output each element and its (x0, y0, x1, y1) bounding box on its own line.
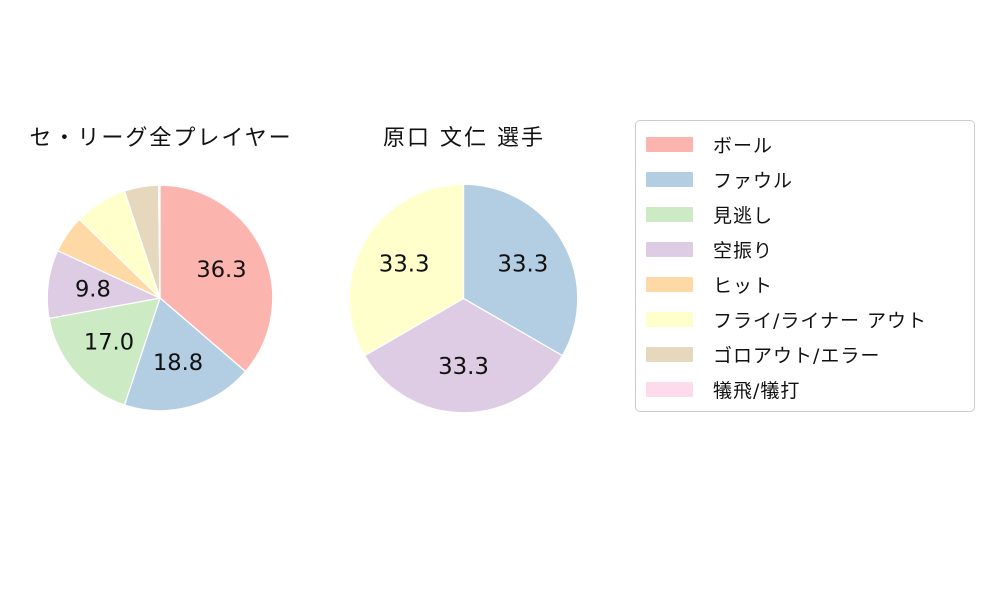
legend-swatch (646, 207, 693, 222)
pie-chart-league-all-players: 36.3 18.8 17.0 9.8 (45, 183, 275, 413)
pie-slice (363, 297, 564, 414)
legend-item: 犠飛/犠打 (646, 372, 974, 407)
legend-swatch (646, 347, 693, 362)
pie-percent-label: 33.3 (497, 251, 548, 277)
pie-slice (123, 297, 247, 412)
right-pie-title: 原口 文仁 選手 (383, 126, 545, 151)
pie-svg-player: 33.3 33.3 33.3 (348, 183, 579, 414)
pie-percent-label: 9.8 (75, 277, 111, 303)
pie-percent-label: 36.3 (196, 257, 246, 283)
left-pie-title: セ・リーグ全プレイヤー (29, 126, 293, 151)
legend-item: ヒット (646, 267, 974, 302)
legend-label: ヒット (713, 275, 774, 297)
pie-slice (157, 184, 161, 299)
pie-percent-label: 18.8 (153, 350, 203, 376)
legend-label: 空振り (713, 240, 774, 262)
legend-swatch (646, 382, 693, 397)
pie-slice (48, 297, 161, 406)
legend-label: フライ/ライナー アウト (713, 310, 928, 332)
pie-percent-label: 33.3 (438, 354, 489, 380)
pie-slice (159, 184, 274, 373)
pie-chart-player-haraguchi: 33.3 33.3 33.3 (347, 182, 580, 415)
legend-item: 空振り (646, 232, 974, 267)
legend-item: ボール (646, 127, 974, 162)
legend-item: 見逃し (646, 197, 974, 232)
legend-label: ボール (713, 135, 774, 157)
legend-label: 見逃し (713, 205, 774, 227)
legend-swatch (646, 277, 693, 292)
legend-item: ゴロアウト/エラー (646, 337, 974, 372)
legend-swatch (646, 242, 693, 257)
legend-item: フライ/ライナー アウト (646, 302, 974, 337)
pie-slice (348, 183, 465, 357)
legend-item: ファウル (646, 162, 974, 197)
legend-swatch (646, 312, 693, 327)
legend: ボールファウル見逃し空振りヒットフライ/ライナー アウト ゴロアウト/エラー 犠飛/… (635, 120, 975, 412)
pie-percent-label: 33.3 (379, 251, 430, 277)
pie-percent-label: 17.0 (84, 329, 134, 355)
legend-swatch (646, 172, 693, 187)
pie-slice (462, 183, 579, 357)
legend-label: ファウル (713, 170, 794, 192)
pie-svg-league: 36.3 18.8 17.0 9.8 (46, 184, 274, 412)
legend-label: 犠飛/犠打 (713, 380, 801, 402)
legend-swatch (646, 137, 693, 152)
legend-label: ゴロアウト/エラー (713, 345, 881, 367)
